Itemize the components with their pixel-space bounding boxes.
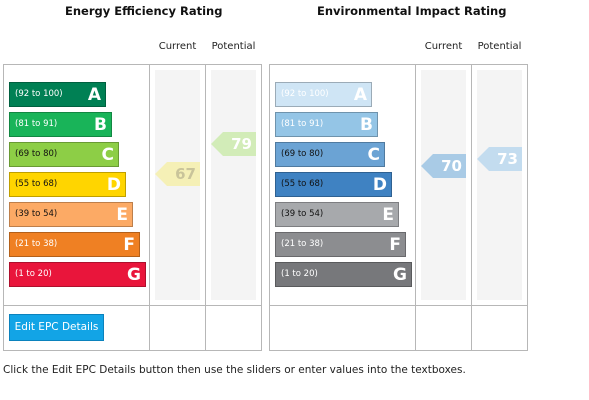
energy-potential-value: 79: [231, 135, 252, 153]
energy-rating-grid: [3, 64, 262, 351]
energy-potential-header: Potential: [211, 41, 256, 52]
band-a: (92 to 100) A: [9, 82, 106, 107]
energy-current-slider[interactable]: 67: [155, 162, 200, 186]
band-range-label: (92 to 100): [15, 89, 63, 99]
band-f: (21 to 38) F: [9, 232, 140, 257]
env-potential-header: Potential: [477, 41, 522, 52]
energy-current-header: Current: [158, 41, 197, 52]
band-range-label: (92 to 100): [281, 89, 329, 99]
band-g: (1 to 20) G: [275, 262, 412, 287]
band-range-label: (81 to 91): [15, 119, 58, 129]
env-potential-slider[interactable]: 73: [477, 147, 522, 171]
band-range-label: (69 to 80): [281, 149, 324, 159]
band-range-label: (21 to 38): [15, 239, 58, 249]
energy-potential-column: [211, 70, 256, 300]
env-current-slider[interactable]: 70: [421, 154, 466, 178]
band-letter: C: [101, 145, 114, 165]
band-letter: D: [106, 175, 121, 195]
band-letter: G: [393, 265, 407, 285]
band-letter: E: [382, 205, 394, 225]
env-current-header: Current: [424, 41, 463, 52]
band-letter: G: [127, 265, 141, 285]
band-e: (39 to 54) E: [9, 202, 133, 227]
env-current-value: 70: [441, 157, 462, 175]
band-range-label: (39 to 54): [15, 209, 58, 219]
band-g: (1 to 20) G: [9, 262, 146, 287]
band-letter: F: [389, 235, 401, 255]
band-range-label: (69 to 80): [15, 149, 58, 159]
band-c: (69 to 80) C: [275, 142, 385, 167]
band-d: (55 to 68) D: [9, 172, 126, 197]
band-a: (92 to 100) A: [275, 82, 372, 107]
environmental-impact-title: Environmental Impact Rating: [317, 4, 507, 18]
energy-potential-slider[interactable]: 79: [211, 132, 256, 156]
band-letter: A: [353, 85, 367, 105]
band-d: (55 to 68) D: [275, 172, 392, 197]
band-b: (81 to 91) B: [9, 112, 112, 137]
band-letter: B: [94, 115, 107, 135]
energy-efficiency-title: Energy Efficiency Rating: [65, 4, 223, 18]
env-current-column: [421, 70, 466, 300]
band-letter: C: [367, 145, 380, 165]
band-b: (81 to 91) B: [275, 112, 378, 137]
band-e: (39 to 54) E: [275, 202, 399, 227]
band-letter: E: [116, 205, 128, 225]
band-range-label: (39 to 54): [281, 209, 324, 219]
band-letter: A: [87, 85, 101, 105]
band-range-label: (55 to 68): [15, 179, 58, 189]
instructions-text: Click the Edit EPC Details button then u…: [3, 364, 466, 376]
environmental-rating-grid: [269, 64, 528, 351]
band-range-label: (21 to 38): [281, 239, 324, 249]
band-range-label: (81 to 91): [281, 119, 324, 129]
env-potential-column: [477, 70, 522, 300]
band-range-label: (55 to 68): [281, 179, 324, 189]
edit-epc-details-button[interactable]: Edit EPC Details: [9, 314, 104, 341]
band-letter: F: [123, 235, 135, 255]
env-potential-value: 73: [497, 150, 518, 168]
band-letter: B: [360, 115, 373, 135]
band-letter: D: [372, 175, 387, 195]
energy-current-value: 67: [175, 165, 196, 183]
band-range-label: (1 to 20): [281, 269, 318, 279]
band-range-label: (1 to 20): [15, 269, 52, 279]
band-c: (69 to 80) C: [9, 142, 119, 167]
band-f: (21 to 38) F: [275, 232, 406, 257]
